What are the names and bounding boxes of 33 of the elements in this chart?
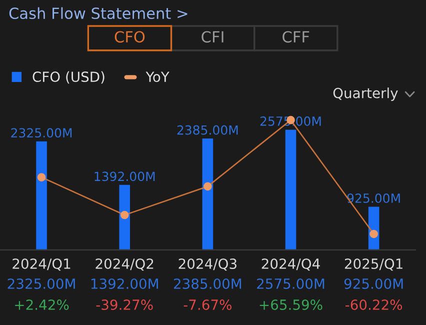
point: [120, 210, 129, 220]
bar: [285, 130, 296, 250]
chart-title: Cash Flow Statement >: [9, 7, 188, 20]
data-label: +2.42%: [15, 299, 69, 310]
text: 2325.00M: [11, 128, 72, 138]
x-tick-label: 2024/Q1: [12, 258, 70, 271]
bar: [119, 184, 130, 250]
text: 1392.00M: [94, 172, 155, 182]
data-label: 925.00M: [344, 278, 403, 289]
data-label: +65.59%: [260, 299, 322, 310]
text: 2385.00M: [177, 125, 238, 135]
data-label: 2385.00M: [174, 278, 242, 289]
data-label: -39.27%: [96, 299, 153, 310]
bar: [202, 138, 214, 250]
legend-label: CFO (USD): [32, 71, 104, 84]
point: [204, 182, 212, 191]
point: [37, 173, 46, 182]
data-label: -60.22%: [346, 299, 402, 310]
bar: [36, 141, 47, 250]
x-tick-label: 2024/Q3: [178, 258, 236, 271]
x-tick-label: 2025/Q1: [344, 258, 402, 271]
point: [370, 230, 378, 238]
data-label: 2575.00M: [257, 278, 324, 289]
data-label: -7.67%: [184, 299, 232, 310]
data-label: 2325.00M: [8, 278, 75, 289]
text: Quarterly: [333, 88, 398, 101]
text: CFF: [282, 31, 310, 43]
x-tick-label: 2024/Q4: [262, 258, 320, 271]
text: CFO: [114, 31, 145, 43]
x-tick-label: 2024/Q2: [96, 258, 154, 271]
data-label: 1392.00M: [91, 278, 158, 289]
legend-label: YoY: [146, 72, 170, 82]
text: CFI: [202, 31, 224, 43]
